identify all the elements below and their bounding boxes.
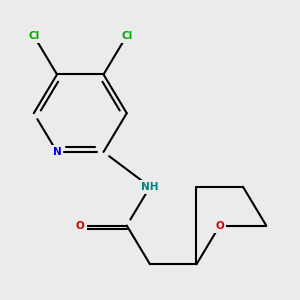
Text: Cl: Cl (28, 31, 39, 41)
Text: Cl: Cl (121, 31, 132, 41)
Text: N: N (52, 147, 62, 157)
Text: O: O (76, 220, 85, 230)
Text: O: O (215, 220, 224, 230)
Text: NH: NH (141, 182, 159, 192)
